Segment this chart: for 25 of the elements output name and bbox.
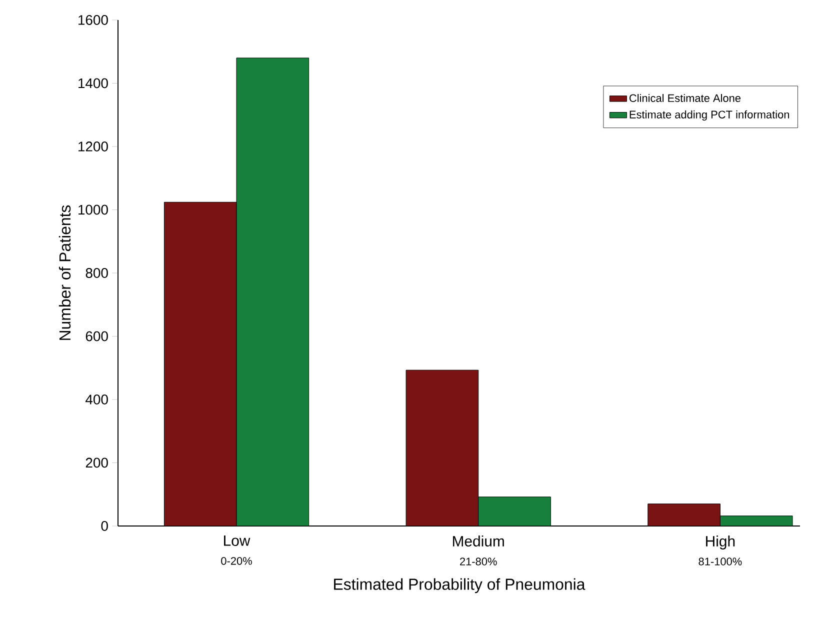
text: 81-100% <box>698 558 742 566</box>
legend-label: Clinical Estimate Alone <box>630 94 741 102</box>
x-tick-label: High <box>706 536 735 550</box>
y-axis-title: Number of Patients <box>58 205 71 340</box>
bar <box>478 496 551 526</box>
y-tick-label: 400 <box>86 394 108 404</box>
y-tick-label: 0 <box>101 521 108 531</box>
y-tick-label: 200 <box>86 458 108 468</box>
text: 0-20% <box>221 557 252 565</box>
bar <box>648 504 720 526</box>
y-tick-label: 800 <box>86 268 108 278</box>
y-tick-label: 1400 <box>78 78 108 88</box>
y-tick-label: 600 <box>86 331 108 342</box>
y-tick-label: 1200 <box>78 142 108 152</box>
bar <box>406 370 479 526</box>
x-tick-label: Low <box>224 536 250 546</box>
y-tick-label: 1600 <box>78 15 108 25</box>
x-tick-label: Medium <box>452 536 504 546</box>
x-axis-title: Estimated Probability of Pneumonia <box>334 578 586 594</box>
bar <box>720 516 793 526</box>
bar <box>164 202 237 526</box>
legend-label: Estimate adding PCT information <box>630 110 790 121</box>
text: 21-80% <box>460 558 497 566</box>
bar <box>236 58 310 526</box>
y-tick-label: 1000 <box>78 204 108 215</box>
